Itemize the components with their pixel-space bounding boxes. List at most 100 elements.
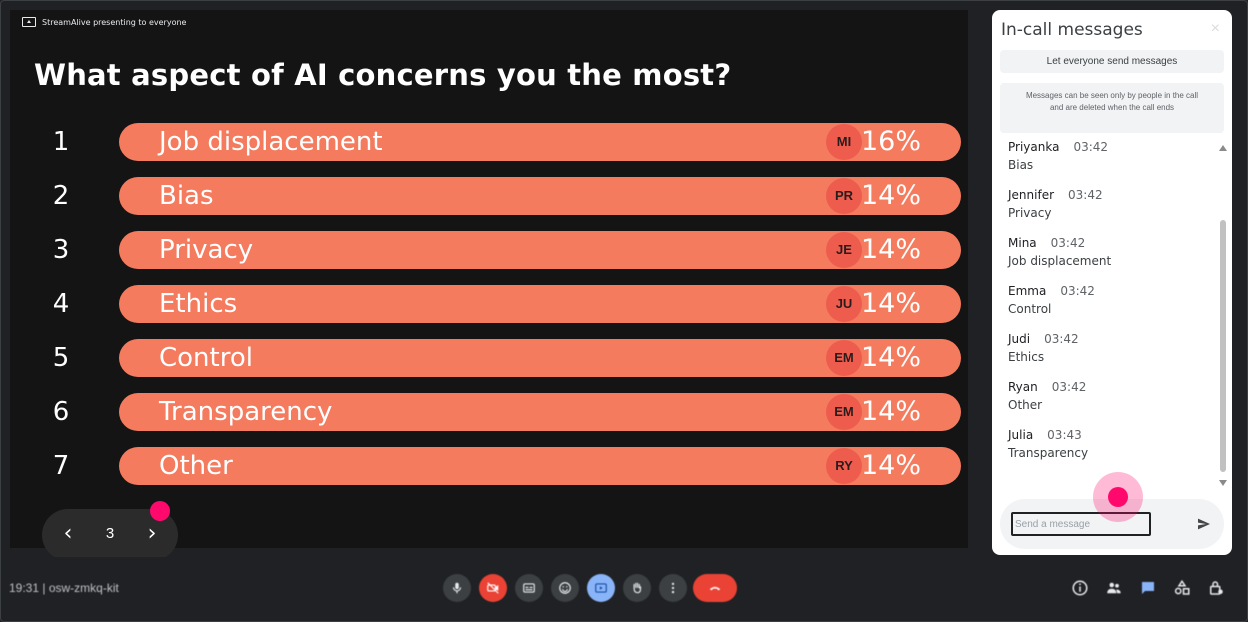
messages-info-note: Messages can be seen only by people in t…: [1000, 83, 1224, 133]
poll-percent: 14%: [860, 450, 921, 481]
presenting-label: StreamAlive presenting to everyone: [42, 17, 187, 27]
message-time: 03:42: [1044, 332, 1079, 346]
scroll-up-arrow[interactable]: [1219, 145, 1227, 151]
in-call-messages-panel: In-call messages × Let everyone send mes…: [992, 10, 1232, 555]
message-text: Other: [1008, 398, 1043, 412]
message-sender: Jennifer: [1008, 188, 1055, 202]
activities-icon[interactable]: [1173, 579, 1191, 597]
present-screen-icon: [22, 17, 36, 27]
avatar: MI: [826, 124, 862, 160]
list-item: Emma 03:42 Control: [1008, 284, 1095, 316]
poll-percent: 16%: [860, 126, 921, 157]
poll-percent: 14%: [860, 234, 921, 265]
message-sender: Julia: [1008, 428, 1034, 442]
message-list: Priyanka 03:42 Bias Jennifer 03:42 Privacy…: [992, 138, 1220, 478]
poll-percent: 14%: [860, 342, 921, 373]
list-item: Priyanka 03:42 Bias: [1008, 140, 1108, 172]
message-sender: Emma: [1008, 284, 1047, 298]
message-time: 03:42: [1068, 188, 1103, 202]
poll-row: 2 Bias PR 14%: [10, 177, 968, 215]
message-sender: Mina: [1008, 236, 1037, 250]
let-everyone-send-button[interactable]: Let everyone send messages: [1000, 50, 1224, 73]
list-item: Jennifer 03:42 Privacy: [1008, 188, 1103, 220]
poll-option-label: Bias: [159, 181, 214, 211]
poll-option-label: Job displacement: [159, 127, 383, 157]
poll-row: 4 Ethics JU 14%: [10, 285, 968, 323]
poll-bar: Other RY 14%: [119, 447, 961, 485]
message-text: Job displacement: [1008, 254, 1112, 268]
raise-hand-icon[interactable]: [623, 574, 651, 602]
camera-off-icon[interactable]: [479, 574, 507, 602]
message-time: 03:42: [1050, 236, 1086, 250]
message-time: 03:42: [1051, 380, 1087, 394]
scroll-down-arrow[interactable]: [1219, 480, 1227, 486]
message-text: Bias: [1008, 158, 1034, 172]
presentation-stage: StreamAlive presenting to everyone What …: [10, 10, 968, 548]
avatar: EM: [826, 340, 862, 376]
poll-bar: Job displacement MI 16%: [119, 123, 961, 161]
avatar: JU: [826, 286, 862, 322]
avatar: JE: [826, 232, 862, 268]
slide-number: 3: [105, 525, 115, 542]
close-icon[interactable]: ×: [1210, 20, 1220, 37]
message-sender: Ryan: [1008, 380, 1038, 394]
poll-rank: 3: [52, 235, 70, 265]
poll-option-label: Privacy: [159, 235, 254, 265]
list-item: Ryan 03:42 Other: [1008, 380, 1086, 412]
list-item: Mina 03:42 Job displacement: [1008, 236, 1111, 268]
poll-row: 6 Transparency EM 14%: [10, 393, 968, 431]
meeting-info: 19:31 | osw-zmkq-kit: [9, 581, 119, 595]
poll-percent: 14%: [860, 396, 921, 427]
scrollbar-thumb[interactable]: [1220, 220, 1226, 472]
send-message-input[interactable]: [1011, 512, 1151, 536]
more-icon[interactable]: [659, 574, 687, 602]
poll-row: 7 Other RY 14%: [10, 447, 968, 485]
poll-bar: Transparency EM 14%: [119, 393, 961, 431]
avatar: RY: [826, 448, 862, 484]
message-time: 03:42: [1073, 140, 1109, 154]
poll-rank: 5: [52, 343, 70, 373]
presenting-banner: StreamAlive presenting to everyone: [22, 17, 186, 27]
poll-question: What aspect of AI concerns you the most?: [34, 58, 732, 92]
poll-bar: Ethics JU 14%: [119, 285, 961, 323]
previous-slide-button[interactable]: ‹: [63, 521, 73, 546]
next-slide-button[interactable]: ›: [147, 521, 157, 546]
chat-icon[interactable]: [1139, 579, 1157, 597]
poll-option-label: Control: [159, 343, 253, 373]
avatar: EM: [826, 394, 862, 430]
poll-percent: 14%: [860, 180, 921, 211]
people-icon[interactable]: [1105, 579, 1123, 597]
message-text: Transparency: [1008, 446, 1089, 460]
poll-bar: Control EM 14%: [119, 339, 961, 377]
poll-bar: Bias PR 14%: [119, 177, 961, 215]
poll-option-label: Other: [159, 451, 233, 481]
poll-percent: 14%: [860, 288, 921, 319]
meeting-controls-bar: 19:31 | osw-zmkq-kit: [1, 557, 1247, 621]
message-time: 03:42: [1060, 284, 1095, 298]
poll-rank: 4: [52, 289, 70, 319]
poll-option-label: Ethics: [159, 289, 238, 319]
poll-row: 3 Privacy JE 14%: [10, 231, 968, 269]
end-call-icon[interactable]: [693, 574, 737, 602]
poll-rank: 7: [52, 451, 70, 481]
list-item: Julia 03:43 Transparency: [1008, 428, 1088, 460]
message-text: Ethics: [1008, 350, 1045, 364]
poll-option-label: Transparency: [159, 397, 333, 427]
present-icon[interactable]: [587, 574, 615, 602]
panel-title: In-call messages: [1001, 20, 1143, 40]
emoji-icon[interactable]: [551, 574, 579, 602]
lock-icon[interactable]: [1207, 579, 1225, 597]
avatar: PR: [826, 178, 862, 214]
send-icon[interactable]: [1196, 516, 1212, 532]
poll-bar: Privacy JE 14%: [119, 231, 961, 269]
info-icon[interactable]: [1071, 579, 1089, 597]
mic-icon[interactable]: [443, 574, 471, 602]
poll-rank: 2: [52, 181, 70, 211]
message-composer: [1000, 499, 1224, 549]
poll-row: 1 Job displacement MI 16%: [10, 123, 968, 161]
cursor-dot: [1108, 487, 1128, 507]
message-text: Privacy: [1008, 206, 1052, 220]
poll-row: 5 Control EM 14%: [10, 339, 968, 377]
captions-icon[interactable]: [515, 574, 543, 602]
